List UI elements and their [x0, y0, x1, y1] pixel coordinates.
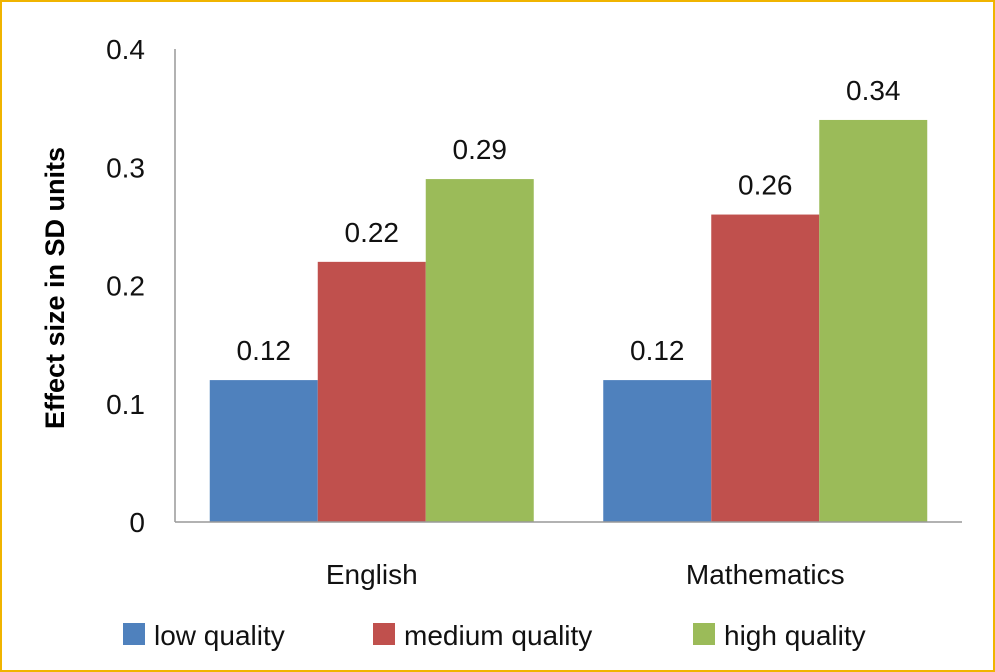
- legend: low quality medium quality high quality: [123, 620, 866, 651]
- legend-swatch: [373, 623, 395, 645]
- data-label: 0.22: [345, 217, 400, 248]
- y-tick-label: 0.2: [106, 271, 145, 302]
- legend-label: medium quality: [404, 620, 592, 651]
- legend-label: high quality: [724, 620, 866, 651]
- x-axis-categories: English Mathematics: [326, 559, 845, 590]
- data-label: 0.29: [453, 134, 508, 165]
- bar: [425, 179, 534, 522]
- bar: [603, 380, 712, 522]
- bar: [209, 380, 318, 522]
- y-axis-label: Effect size in SD units: [40, 147, 70, 429]
- legend-swatch: [693, 623, 715, 645]
- data-label: 0.12: [630, 335, 685, 366]
- legend-label: low quality: [154, 620, 285, 651]
- bars: [209, 119, 928, 523]
- x-category-label: Mathematics: [686, 559, 845, 590]
- bar: [711, 214, 820, 523]
- y-axis-ticks: 0 0.1 0.2 0.3 0.4: [106, 34, 145, 538]
- y-tick-label: 0: [129, 507, 145, 538]
- legend-swatch: [123, 623, 145, 645]
- x-category-label: English: [326, 559, 418, 590]
- y-tick-label: 0.1: [106, 389, 145, 420]
- data-labels: 0.12 0.22 0.29 0.12 0.26 0.34: [237, 75, 901, 366]
- y-tick-label: 0.3: [106, 152, 145, 183]
- bar: [819, 119, 928, 522]
- data-label: 0.26: [738, 170, 793, 201]
- data-label: 0.34: [846, 75, 901, 106]
- data-label: 0.12: [237, 335, 292, 366]
- y-tick-label: 0.4: [106, 34, 145, 65]
- bar: [317, 261, 426, 522]
